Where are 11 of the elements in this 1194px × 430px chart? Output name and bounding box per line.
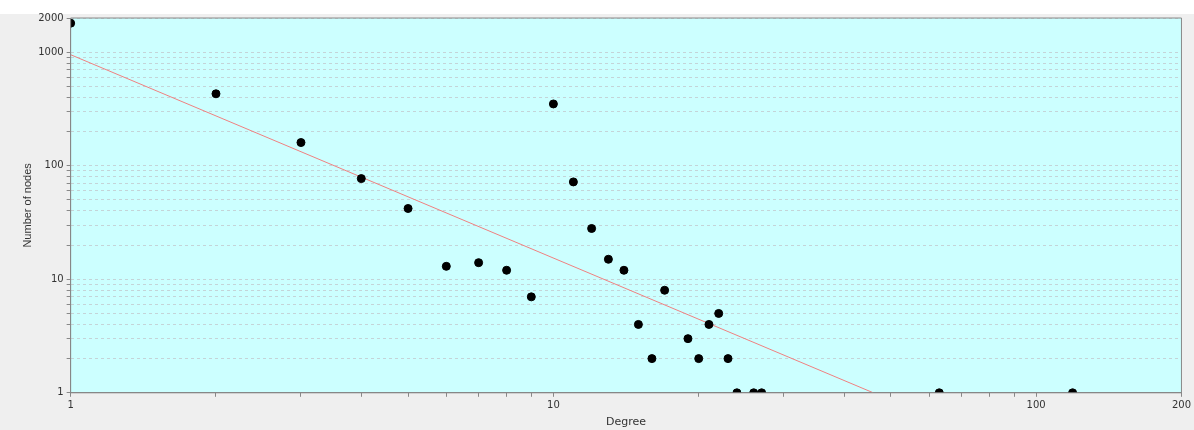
x-tick-label: 200 bbox=[1171, 399, 1191, 411]
y-tick-label: 1000 bbox=[38, 45, 64, 57]
x-tick-label: 10 bbox=[547, 399, 560, 411]
x-axis-title: Degree bbox=[606, 415, 647, 429]
y-tick-label: 10 bbox=[50, 272, 64, 284]
x-tick-label: 1 bbox=[67, 399, 74, 411]
y-axis-title: Number of nodes bbox=[20, 162, 33, 248]
y-tick-label: 100 bbox=[44, 159, 64, 171]
x-tick-label: 100 bbox=[1026, 399, 1046, 411]
y-tick-label: 2000 bbox=[38, 11, 64, 23]
y-tick-label: 1 bbox=[57, 386, 64, 398]
